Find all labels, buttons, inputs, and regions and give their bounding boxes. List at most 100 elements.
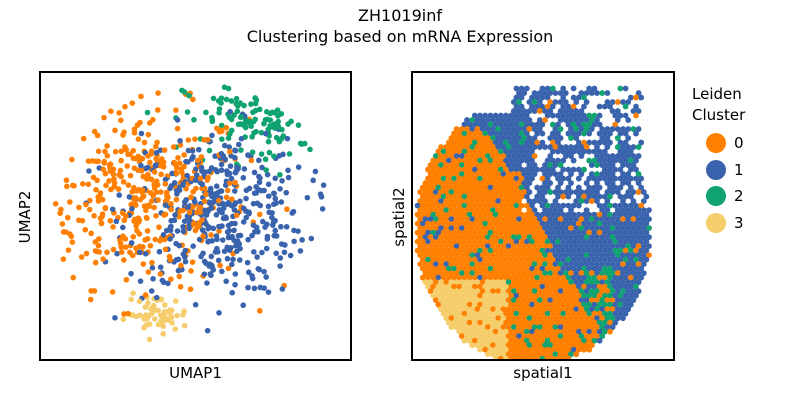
spatial-spot-cluster-0 [523,283,530,290]
spatial-spot-cluster-1 [596,265,603,272]
spatial-spot-cluster-3 [479,306,486,313]
spatial-spot-cluster-3 [456,292,463,299]
spatial-spot-cluster-1 [581,220,587,227]
spatial-spot-cluster-0 [596,292,603,299]
spatial-spot-cluster-1 [565,220,572,227]
spatial-spot-cluster-1 [588,162,595,168]
spatial-spot-cluster-0 [581,319,587,326]
spatial-spot-cluster-1 [508,130,515,137]
spatial-spot-cluster-0 [503,193,509,200]
spatial-spot-cluster-1 [591,238,598,245]
spatial-spot-cluster-1 [529,157,535,164]
spatial-spot-cluster-0 [513,229,520,236]
spatial-spot-cluster-3 [500,351,507,358]
umap-point-cluster-0 [90,174,97,181]
spatial-spot-cluster-1 [495,144,502,150]
spatial-spot-cluster-0 [422,180,429,186]
spatial-spot-cluster-0 [422,243,429,250]
spatial-spot-cluster-2 [544,310,551,317]
spatial-spot-cluster-3 [461,301,468,308]
spatial-spot-cluster-2 [531,288,538,295]
spatial-spot-cluster-1 [516,153,522,159]
spatial-spot-cluster-0 [633,247,639,254]
spatial-spot-cluster-1 [607,166,613,173]
spatial-spot-cluster-3 [453,288,460,295]
spatial-spot-cluster-1 [586,265,593,272]
spatial-spot-cluster-0 [438,243,444,250]
spatial-spot-cluster-1 [607,256,613,263]
spatial-spot-cluster-0 [448,207,455,213]
spatial-spot-cluster-0 [474,207,481,213]
spatial-spot-cluster-1 [596,238,603,245]
spatial-spot-cluster-3 [469,324,476,331]
spatial-spot-cluster-1 [510,153,517,159]
spatial-spot-cluster-0 [487,274,494,281]
spatial-spot-cluster-0 [518,265,525,272]
umap-point-cluster-0 [110,224,116,230]
spatial-spot-cluster-1 [539,166,546,173]
spatial-spot-cluster-2 [646,225,652,232]
spatial-spot-cluster-1 [469,126,476,132]
spatial-spot-cluster-0 [477,283,483,290]
umap-point-cluster-0 [91,213,97,219]
spatial-spot-cluster-1 [607,238,613,245]
spatial-spot-cluster-0 [552,279,559,286]
spatial-spot-cluster-2 [531,99,538,105]
spatial-spot-cluster-1 [638,274,645,281]
spatial-spot-cluster-0 [534,229,541,236]
spatial-spot-cluster-3 [500,297,507,304]
spatial-spot-cluster-1 [575,256,582,263]
spatial-spot-cluster-1 [573,117,580,123]
spatial-spot-cluster-0 [565,283,572,290]
legend-swatch-0 [706,133,726,154]
spatial-spot-cluster-1 [640,234,647,241]
spatial-spot-cluster-1 [583,180,590,186]
umap-point-cluster-2 [274,107,281,113]
spatial-spot-cluster-0 [534,301,541,308]
umap-point-cluster-1 [181,218,188,224]
spatial-spot-cluster-0 [490,189,496,195]
spatial-spot-cluster-3 [474,279,481,286]
legend-label-0: 0 [734,134,744,153]
spatial-spot-cluster-2 [557,333,564,340]
spatial-spot-cluster-1 [612,112,619,119]
spatial-spot-cluster-1 [518,148,525,155]
spatial-spot-cluster-1 [614,261,621,268]
umap-point-cluster-3 [172,326,179,332]
spatial-spot-cluster-0 [471,229,478,236]
spatial-spot-cluster-1 [565,121,572,128]
spatial-spot-cluster-3 [495,279,502,286]
umap-point-cluster-1 [232,169,239,176]
umap-point-cluster-1 [193,172,200,178]
umap-point-cluster-1 [246,185,253,192]
spatial-spot-cluster-1 [627,184,634,191]
spatial-spot-cluster-0 [471,274,478,281]
umap-point-cluster-0 [125,182,132,188]
spatial-spot-cluster-1 [599,225,606,232]
umap-point-cluster-1 [269,210,275,216]
spatial-spot-cluster-0 [492,229,499,236]
spatial-spot-cluster-0 [555,283,561,290]
spatial-spot-cluster-0 [427,207,434,213]
spatial-spot-cluster-0 [479,225,486,232]
spatial-spot-cluster-0 [453,216,460,223]
umap-point-cluster-0 [190,96,196,103]
spatial-spot-cluster-0 [518,193,525,200]
umap-point-cluster-1 [263,274,269,280]
spatial-spot-cluster-0 [601,283,608,290]
umap-point-cluster-2 [206,147,213,154]
umap-point-cluster-1 [206,224,212,230]
spatial-spot-cluster-0 [518,355,525,359]
spatial-spot-cluster-3 [492,310,499,317]
umap-point-cluster-2 [186,92,192,99]
spatial-spot-cluster-2 [607,202,613,209]
spatial-spot-cluster-0 [508,319,515,326]
umap-point-cluster-0 [185,137,192,143]
spatial-spot-cluster-1 [599,171,606,177]
spatial-spot-cluster-0 [453,225,460,232]
spatial-spot-cluster-2 [601,328,608,335]
spatial-spot-cluster-0 [583,315,590,322]
spatial-spot-cluster-0 [484,261,491,268]
spatial-spot-cluster-0 [469,171,476,177]
spatial-spot-cluster-1 [529,103,535,110]
